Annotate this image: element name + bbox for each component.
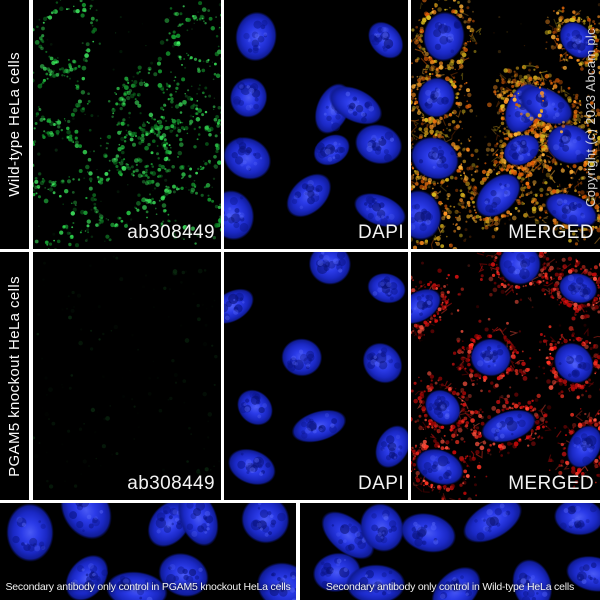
row-header-pgam5-knockout: PGAM5 knockout HeLa cells	[0, 252, 29, 500]
panel-ko-merged: MERGED	[411, 252, 600, 500]
panel-label-ko-merged: MERGED	[508, 473, 594, 494]
panel-label-ko-ab308449: ab308449	[127, 473, 215, 494]
panel-control-wt: Secondary antibody only control in Wild-…	[300, 503, 600, 600]
micrograph-wt-merged-orange	[411, 0, 600, 249]
micrograph-wt-antibody-green	[33, 0, 221, 249]
panel-ko-dapi: DAPI	[224, 252, 408, 500]
copyright-text: Copyright (c) 2023 Abcam plc	[583, 28, 598, 207]
micrograph-control-wt-dapi	[312, 503, 600, 600]
row-label-pgam5-knockout: PGAM5 knockout HeLa cells	[6, 275, 23, 477]
caption-control-wt: Secondary antibody only control in Wild-…	[325, 581, 575, 593]
panel-label-wt-dapi: DAPI	[358, 222, 404, 243]
panel-label-wt-ab308449: ab308449	[127, 222, 215, 243]
panel-wt-ab308449: ab308449	[33, 0, 221, 249]
panel-control-ko: Secondary antibody only control in PGAM5…	[0, 503, 296, 600]
panel-ko-ab308449: ab308449	[33, 252, 221, 500]
panel-wt-merged: Copyright (c) 2023 Abcam plc MERGED	[411, 0, 600, 249]
panel-wt-dapi: DAPI	[224, 0, 408, 249]
panel-label-wt-merged: MERGED	[508, 222, 594, 243]
micrograph-wt-dapi-blue	[224, 11, 407, 241]
panel-label-ko-dapi: DAPI	[358, 473, 404, 494]
micrograph-ko-antibody-blank	[33, 252, 221, 500]
row-label-wild-type: Wild-type HeLa cells	[6, 52, 23, 197]
caption-control-ko: Secondary antibody only control in PGAM5…	[5, 581, 291, 593]
micrograph-ko-merged-red	[411, 252, 600, 500]
micrograph-control-ko-dapi	[6, 503, 296, 600]
row-header-wild-type: Wild-type HeLa cells	[0, 0, 29, 249]
micrograph-ko-dapi-blue	[224, 252, 408, 486]
